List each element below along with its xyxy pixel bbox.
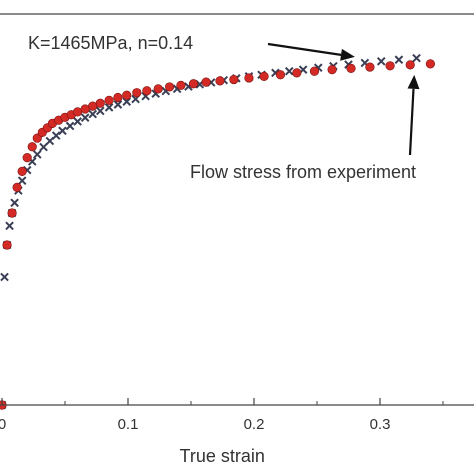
fit-point bbox=[73, 117, 82, 126]
fit-point bbox=[104, 103, 114, 112]
experiment-point bbox=[2, 240, 12, 250]
fit-annotation-arrow bbox=[267, 42, 342, 56]
experiment-point bbox=[113, 92, 123, 103]
fit-annotation-label: K=1465MPa, n=0.14 bbox=[28, 33, 193, 53]
experiment-point bbox=[201, 77, 211, 87]
experiment-point bbox=[259, 71, 269, 81]
fit-point bbox=[88, 109, 98, 119]
fit-point bbox=[376, 57, 386, 66]
fit-point bbox=[113, 100, 123, 109]
experiment-point bbox=[104, 95, 114, 105]
experiment-point bbox=[346, 63, 356, 73]
experiment-point bbox=[142, 86, 152, 96]
x-axis-label: True strain bbox=[180, 446, 265, 466]
fit-point bbox=[39, 142, 48, 152]
experiment-point bbox=[95, 98, 105, 108]
fit-point bbox=[284, 66, 294, 76]
experiment-point bbox=[176, 80, 186, 90]
fit-point bbox=[394, 55, 404, 65]
experiment-annotation-arrow bbox=[408, 88, 415, 156]
experiment-annotation-arrowhead bbox=[407, 74, 420, 90]
x-tick-label: 0 bbox=[0, 416, 6, 433]
x-tick-label: 0.3 bbox=[370, 416, 391, 433]
fit-point bbox=[0, 272, 9, 282]
experiment-point bbox=[188, 79, 199, 89]
experiment-point bbox=[229, 74, 239, 85]
experiment-point bbox=[244, 73, 254, 83]
experiment-point bbox=[309, 66, 320, 76]
x-axis-ticks: 0 0.1 0.2 0.3 bbox=[0, 398, 444, 433]
fit-point bbox=[10, 198, 19, 208]
fit-point bbox=[51, 131, 61, 140]
experiment-point bbox=[32, 133, 42, 143]
experiment-point bbox=[365, 62, 375, 72]
experiment-point bbox=[153, 84, 163, 94]
experiment-point bbox=[215, 76, 225, 86]
fit-annotation-arrowhead bbox=[340, 48, 355, 61]
experiment-point bbox=[275, 70, 286, 80]
fit-point bbox=[80, 113, 90, 122]
experiment-point bbox=[385, 61, 395, 71]
fit-point bbox=[95, 106, 105, 116]
fit-point bbox=[412, 53, 421, 63]
experiment-point bbox=[22, 153, 32, 163]
experiment-point bbox=[405, 60, 415, 70]
fit-point bbox=[5, 221, 14, 231]
fit-point bbox=[17, 176, 27, 185]
experiment-point bbox=[7, 208, 17, 218]
experiment-point bbox=[164, 82, 175, 92]
fit-point bbox=[58, 126, 67, 136]
plot-area bbox=[0, 53, 436, 410]
experiment-point bbox=[292, 68, 302, 78]
fit-point bbox=[32, 150, 42, 159]
experiment-point bbox=[327, 65, 337, 75]
experiment-point bbox=[122, 90, 132, 100]
experiment-point bbox=[27, 142, 37, 152]
experiment-point bbox=[425, 59, 436, 69]
experiment-point bbox=[132, 88, 142, 98]
fit-point bbox=[122, 97, 132, 106]
x-tick-label: 0.1 bbox=[118, 416, 139, 433]
experiment-point bbox=[12, 182, 22, 192]
fit-point bbox=[65, 121, 75, 131]
experiment-point bbox=[17, 166, 27, 176]
annotations: K=1465MPa, n=0.14 Flow stress from exper… bbox=[28, 33, 420, 182]
x-tick-label: 0.2 bbox=[244, 416, 265, 433]
experiment-annotation-label: Flow stress from experiment bbox=[190, 162, 416, 182]
